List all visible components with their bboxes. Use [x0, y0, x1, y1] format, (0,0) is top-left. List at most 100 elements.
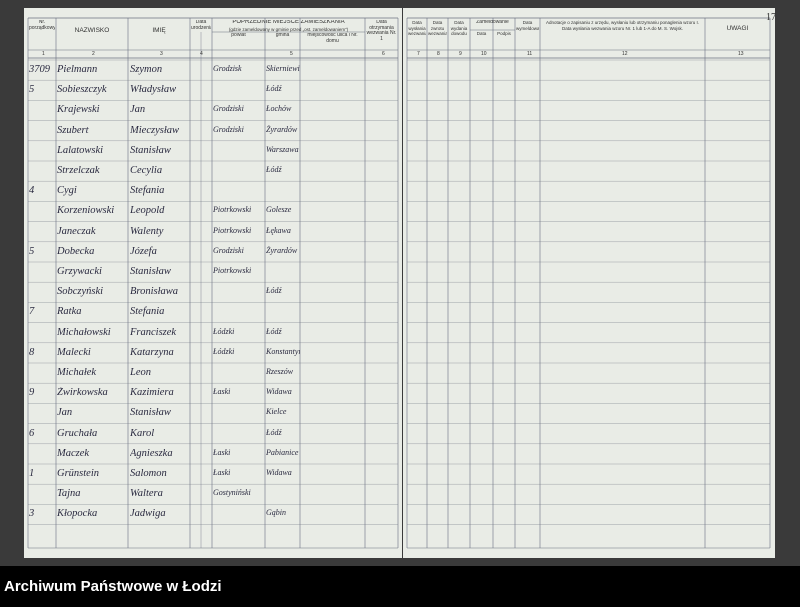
- column-header: Adnotacje o zapisaniu z urzędu, wysłaniu…: [545, 20, 700, 31]
- entry-gmina: Łękawa: [266, 225, 291, 235]
- entry-number: 5: [29, 84, 35, 96]
- entry-powiat: Łaski: [213, 387, 231, 397]
- entry-name: Leon: [130, 367, 151, 378]
- entry-number: 5: [29, 245, 35, 257]
- entry-powiat: Piotrkowski: [213, 225, 252, 235]
- entry-gmina: Łochów: [266, 104, 292, 114]
- column-number: 10: [481, 51, 487, 57]
- entry-name: Stefania: [130, 185, 165, 197]
- entry-surname: Grünstein: [57, 468, 99, 479]
- entry-gmina: Widawa: [266, 468, 292, 477]
- column-header: miejscowość ulica i Nr. domu: [307, 33, 358, 44]
- column-number: 5: [290, 51, 293, 57]
- entry-surname: Tajna: [57, 488, 81, 500]
- entry-name: Jan: [130, 104, 146, 116]
- entry-name: Kazimiera: [130, 387, 174, 399]
- entry-name: Stanisław: [130, 266, 171, 277]
- entry-surname: Grzywacki: [57, 266, 102, 277]
- entry-powiat: Łódzki: [213, 346, 235, 356]
- entry-gmina: Konstantynów: [266, 346, 300, 356]
- column-header: Data urodzenia: [191, 20, 211, 31]
- entry-gmina: Łódź: [266, 165, 282, 174]
- column-number: 7: [417, 51, 420, 57]
- column-header: Data: [476, 31, 487, 36]
- entry-surname: Janeczak: [57, 225, 96, 237]
- entry-name: Stanisław: [130, 407, 171, 419]
- column-number: 6: [382, 51, 385, 57]
- entry-powiat: Grodziski: [213, 245, 244, 255]
- entry-number: 8: [29, 346, 35, 358]
- column-header: Data zwrotu wezwania: [428, 20, 447, 36]
- entry-name: Cecylia: [130, 165, 163, 176]
- entry-number: 7: [29, 306, 35, 318]
- entry-surname: Cygi: [57, 185, 77, 197]
- entry-number: 6: [29, 427, 35, 439]
- entry-powiat: Piotrkowski: [213, 205, 252, 215]
- entry-surname: Gruchała: [57, 427, 98, 439]
- entry-name: Stanisław: [130, 144, 171, 156]
- entry-surname: Malecki: [57, 346, 91, 358]
- column-header: UWAGI: [726, 25, 749, 32]
- column-number: 8: [437, 51, 440, 57]
- entry-powiat: Grodziski: [213, 124, 244, 134]
- entry-surname: Lalatowski: [57, 144, 104, 156]
- entry-surname: Sobczyński: [57, 286, 104, 298]
- entry-name: Walenty: [130, 225, 164, 237]
- column-header: Data wydania dowodu: [450, 20, 468, 36]
- entry-gmina: Łódź: [266, 326, 282, 336]
- group-subheader: (gdzie zameldowany w gminie przed „ost. …: [228, 27, 349, 32]
- entry-surname: Michałek: [57, 367, 97, 378]
- column-header: Podpis: [497, 31, 511, 36]
- entry-name: Leopold: [130, 205, 165, 217]
- entry-powiat: Grodziski: [213, 104, 244, 114]
- entry-powiat: Piotrkowski: [213, 266, 252, 275]
- group-header: POPRZEDNIE MIEJSCE ZAMIESZKANIA: [232, 20, 345, 25]
- column-header: Data wysłania wezwania: [408, 20, 426, 36]
- entry-powiat: Grodzisk: [213, 64, 242, 73]
- entry-number: 3: [29, 508, 35, 520]
- group-header: Zameldowanie: [476, 20, 509, 25]
- entry-surname: Michałowski: [57, 326, 111, 338]
- right-page: [403, 8, 775, 558]
- entry-name: Józefa: [130, 245, 157, 257]
- column-number: 3: [160, 51, 163, 57]
- footer-text: Archiwum Państwowe w Łodzi: [4, 578, 222, 595]
- entry-name: Bronisława: [130, 286, 179, 298]
- entry-surname: Żwirkowska: [57, 387, 108, 399]
- entry-name: Waltera: [130, 488, 163, 500]
- entry-name: Mieczysław: [130, 124, 179, 136]
- entry-gmina: Łódź: [266, 84, 282, 94]
- entry-surname: Ratka: [57, 306, 82, 318]
- entry-gmina: Widawa: [266, 387, 292, 397]
- entry-powiat: Łaski: [213, 447, 231, 457]
- page-number: 17: [766, 12, 776, 23]
- entry-name: Agnieszka: [130, 447, 173, 459]
- entry-gmina: Żyrardów: [266, 245, 298, 255]
- column-header: IMIĘ: [152, 27, 166, 34]
- column-number: 1: [42, 51, 45, 57]
- column-header: Nr. porządkowy: [29, 20, 55, 31]
- entry-surname: Kłopocka: [57, 508, 98, 520]
- entry-gmina: Łódź: [266, 427, 282, 437]
- footer-bar: Archiwum Państwowe w Łodzi: [0, 566, 800, 607]
- entry-gmina: Kielce: [266, 407, 287, 417]
- column-header: powiat: [231, 33, 246, 38]
- entry-name: Stefania: [130, 306, 165, 318]
- entry-surname: Korzeniowski: [57, 205, 115, 217]
- column-header: Data wymeldowania: [516, 20, 539, 31]
- entry-surname: Dobecka: [57, 245, 95, 257]
- entry-number: 3709: [29, 64, 50, 75]
- column-number: 9: [459, 51, 462, 57]
- entry-powiat: Łaski: [213, 468, 231, 477]
- entry-surname: Maczek: [57, 447, 90, 459]
- column-number: 12: [622, 51, 628, 57]
- entry-surname: Pielmann: [57, 64, 98, 75]
- entry-name: Jadwiga: [130, 508, 166, 520]
- entry-name: Salomon: [130, 468, 167, 479]
- entry-gmina: Golesze: [266, 205, 292, 215]
- entry-surname: Szubert: [57, 124, 89, 136]
- column-number: 4: [200, 51, 203, 57]
- column-header: gmina: [275, 33, 290, 38]
- entry-name: Karol: [130, 427, 155, 439]
